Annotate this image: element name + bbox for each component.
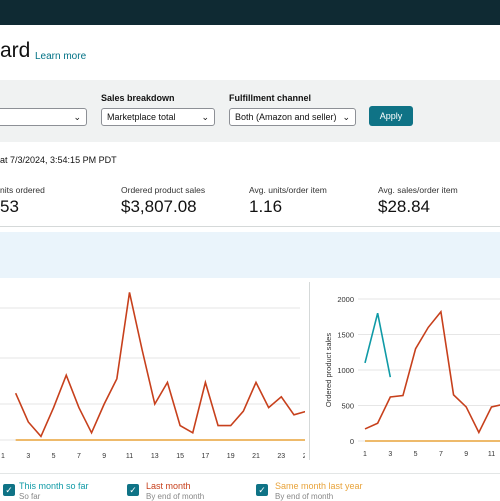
series-line <box>364 313 392 378</box>
fulfillment-channel-select[interactable]: Both (Amazon and seller) ⌄ <box>229 108 356 126</box>
x-tick-label: 9 <box>464 451 468 458</box>
metric-value: 53 <box>0 197 19 216</box>
chart-header-band <box>0 232 500 278</box>
page-title: ard <box>0 39 31 62</box>
x-tick-label: 11 <box>488 451 495 458</box>
x-tick-label: 9 <box>102 453 106 460</box>
check-icon: ✓ <box>258 485 266 495</box>
y-tick-label: 0 <box>350 437 354 446</box>
y-tick-label: 2000 <box>337 295 354 304</box>
sales-breakdown-label: Sales breakdown <box>101 93 175 103</box>
chevron-down-icon: ⌄ <box>201 112 209 122</box>
series-line <box>14 292 305 438</box>
chevron-down-icon: ⌄ <box>73 112 81 122</box>
metric-value: 1.16 <box>249 197 283 216</box>
x-tick-label: 3 <box>388 451 392 458</box>
chevron-down-icon: ⌄ <box>342 112 350 122</box>
check-icon: ✓ <box>5 485 13 495</box>
y-axis-label: Ordered product sales <box>324 333 333 407</box>
apply-button[interactable]: Apply <box>369 106 413 126</box>
fulfillment-channel-label: Fulfillment channel <box>229 93 312 103</box>
metric-label: Avg. sales/order item <box>378 185 458 195</box>
y-tick-label: 1000 <box>337 366 354 375</box>
x-tick-label: 13 <box>151 453 159 460</box>
chart-divider <box>309 282 310 460</box>
legend-sublabel: By end of month <box>146 492 205 501</box>
x-tick-label: 25 <box>303 453 305 460</box>
x-tick-label: 7 <box>439 451 443 458</box>
x-tick-label: 5 <box>414 451 418 458</box>
learn-more-link[interactable]: Learn more <box>35 51 87 62</box>
legend-checkbox-last-month[interactable]: ✓ <box>127 484 139 496</box>
legend-label: Same month last year <box>275 481 363 491</box>
units-ordered-chart: 135791113151719212325272931 <box>0 292 305 460</box>
x-tick-label: 23 <box>277 453 285 460</box>
y-tick-label: 500 <box>341 402 354 411</box>
date-select[interactable]: ⌄ <box>0 108 87 126</box>
metric-value: $3,807.08 <box>121 197 197 216</box>
legend-checkbox-same-month-last-year[interactable]: ✓ <box>256 484 268 496</box>
metric-label: Avg. units/order item <box>249 185 327 195</box>
top-navigation-bar <box>0 0 500 25</box>
x-tick-label: 11 <box>126 453 133 460</box>
metric-label: nits ordered <box>0 185 45 195</box>
fulfillment-channel-value: Both (Amazon and seller) <box>235 112 337 122</box>
legend-label: Last month <box>146 481 191 491</box>
ordered-product-sales-chart: 0500100015002000135791113Ordered product… <box>324 295 500 458</box>
legend-divider <box>0 473 500 474</box>
y-tick-label: 1500 <box>337 331 354 340</box>
x-tick-label: 21 <box>252 453 260 460</box>
x-tick-label: 1 <box>363 451 367 458</box>
x-tick-label: 3 <box>26 453 30 460</box>
metric-label: Ordered product sales <box>121 185 206 195</box>
x-tick-label: 17 <box>202 453 210 460</box>
x-tick-label: 7 <box>77 453 81 460</box>
last-updated-text: at 7/3/2024, 3:54:15 PM PDT <box>0 155 117 165</box>
legend-label: This month so far <box>19 481 89 491</box>
sales-breakdown-value: Marketplace total <box>107 112 176 122</box>
check-icon: ✓ <box>129 485 137 495</box>
x-tick-label: 15 <box>176 453 184 460</box>
series-line <box>364 309 500 435</box>
x-tick-label: 5 <box>52 453 56 460</box>
legend-sublabel: By end of month <box>275 492 334 501</box>
x-tick-label: 19 <box>227 453 235 460</box>
sales-breakdown-select[interactable]: Marketplace total ⌄ <box>101 108 215 126</box>
legend-checkbox-this-month[interactable]: ✓ <box>3 484 15 496</box>
metrics-divider <box>0 226 500 227</box>
legend-sublabel: So far <box>19 492 41 501</box>
metric-value: $28.84 <box>378 197 430 216</box>
x-tick-label: 1 <box>1 453 5 460</box>
